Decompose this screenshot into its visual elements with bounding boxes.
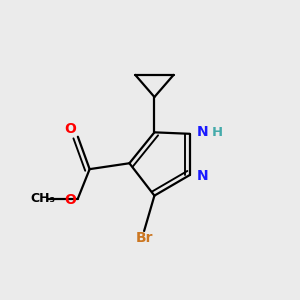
Text: H: H [212, 126, 223, 139]
Text: O: O [64, 122, 76, 136]
Text: O: O [64, 193, 76, 207]
Text: CH₃: CH₃ [30, 192, 55, 205]
Text: N: N [197, 125, 209, 139]
Text: N: N [197, 169, 209, 184]
Text: Br: Br [135, 231, 153, 245]
